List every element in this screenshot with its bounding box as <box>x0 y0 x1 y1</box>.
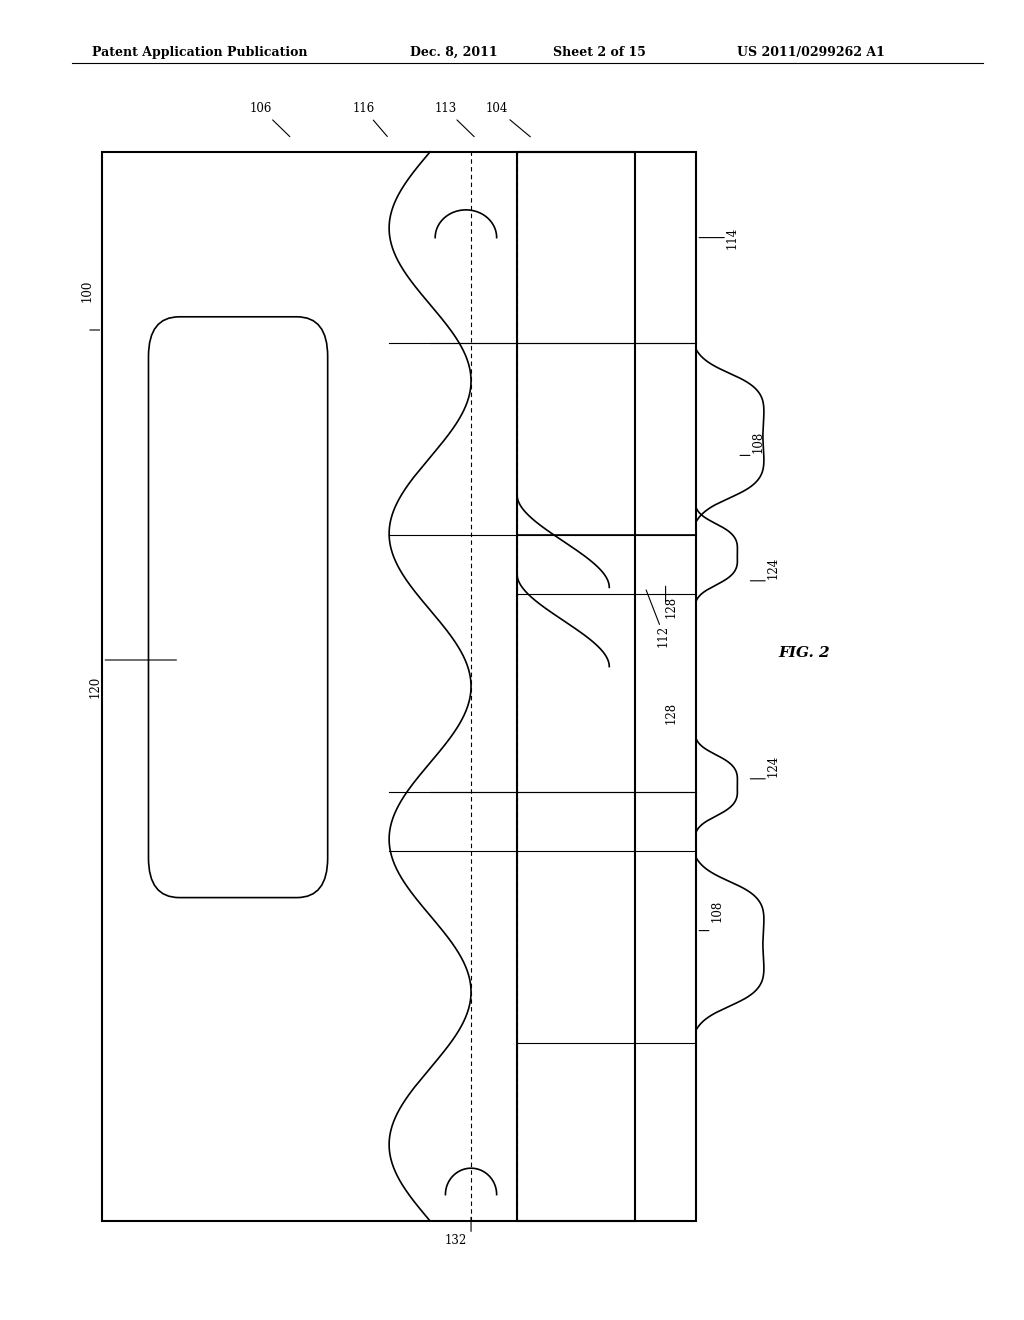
Text: 108: 108 <box>752 432 764 453</box>
Text: 124: 124 <box>767 755 779 776</box>
Text: 114: 114 <box>726 227 738 248</box>
Text: 116: 116 <box>352 102 387 136</box>
Text: Dec. 8, 2011: Dec. 8, 2011 <box>410 46 498 59</box>
Bar <box>517 152 696 1221</box>
Text: 106: 106 <box>250 102 290 137</box>
Text: 113: 113 <box>434 102 474 137</box>
Text: Sheet 2 of 15: Sheet 2 of 15 <box>553 46 646 59</box>
Text: 100: 100 <box>81 280 93 301</box>
Text: 120: 120 <box>89 676 101 697</box>
Text: 124: 124 <box>767 557 779 578</box>
Text: US 2011/0299262 A1: US 2011/0299262 A1 <box>737 46 885 59</box>
Text: 108: 108 <box>711 900 723 921</box>
Text: Patent Application Publication: Patent Application Publication <box>92 46 307 59</box>
Text: 112: 112 <box>657 626 670 647</box>
Bar <box>102 152 635 1221</box>
Text: 128: 128 <box>665 597 677 618</box>
Text: FIG. 2: FIG. 2 <box>778 647 829 660</box>
Text: 128: 128 <box>665 702 677 723</box>
Text: 132: 132 <box>444 1234 467 1247</box>
Text: 104: 104 <box>485 102 530 137</box>
